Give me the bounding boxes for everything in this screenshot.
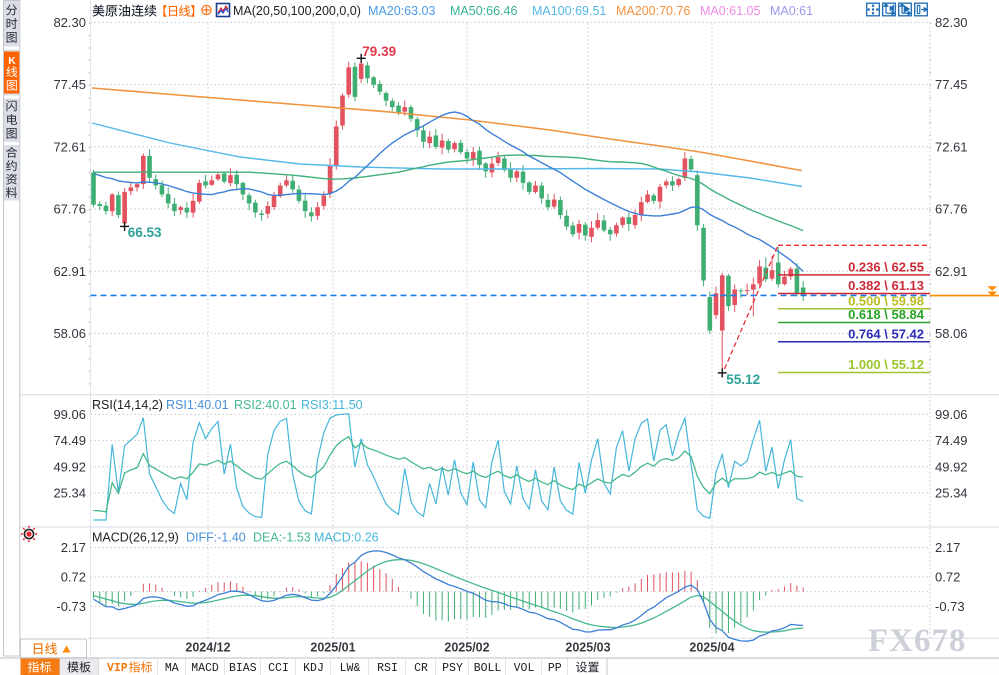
svg-text:FX678: FX678 (868, 623, 967, 659)
svg-text:BIAS: BIAS (229, 662, 257, 675)
svg-text:82.30: 82.30 (53, 15, 86, 30)
svg-text:VOL: VOL (514, 662, 535, 675)
svg-text:RSI2:40.01: RSI2:40.01 (234, 398, 297, 412)
svg-text:MA200:70.76: MA200:70.76 (616, 4, 690, 18)
svg-text:0.236 \ 62.55: 0.236 \ 62.55 (848, 259, 924, 274)
svg-text:KDJ: KDJ (303, 662, 324, 675)
svg-text:MA100:69.51: MA100:69.51 (532, 4, 606, 18)
svg-text:58.06: 58.06 (53, 326, 86, 341)
svg-text:0.72: 0.72 (61, 570, 86, 585)
svg-text:62.91: 62.91 (935, 264, 968, 279)
svg-text:DEA:-1.53: DEA:-1.53 (253, 531, 311, 545)
svg-text:72.61: 72.61 (935, 139, 968, 154)
svg-text:MA50:66.46: MA50:66.46 (450, 4, 517, 18)
svg-text:0.618 \ 58.84: 0.618 \ 58.84 (848, 307, 925, 322)
svg-text:MACD: MACD (191, 662, 219, 675)
svg-text:67.76: 67.76 (53, 202, 86, 217)
svg-text:25.34: 25.34 (53, 486, 86, 501)
svg-text:MA(20,50,100,200,0,0): MA(20,50,100,200,0,0) (233, 4, 361, 18)
svg-text:RSI: RSI (377, 662, 398, 675)
svg-text:DIFF:-1.40: DIFF:-1.40 (186, 531, 246, 545)
svg-text:MACD(26,12,9): MACD(26,12,9) (92, 531, 179, 545)
svg-text:CR: CR (414, 662, 428, 675)
svg-text:0.72: 0.72 (935, 570, 960, 585)
svg-text:2025/04: 2025/04 (689, 641, 734, 655)
svg-text:LW&: LW& (340, 662, 361, 675)
svg-text:1.000 \ 55.12: 1.000 \ 55.12 (848, 357, 924, 372)
svg-text:25.34: 25.34 (935, 486, 968, 501)
svg-text:82.30: 82.30 (935, 15, 968, 30)
svg-text:0.382 \ 61.13: 0.382 \ 61.13 (848, 278, 924, 293)
svg-text:MA: MA (165, 662, 179, 675)
svg-text:PP: PP (548, 662, 562, 675)
svg-text:MACD:0.26: MACD:0.26 (314, 531, 379, 545)
svg-text:2.17: 2.17 (935, 540, 960, 555)
svg-text:72.61: 72.61 (53, 139, 86, 154)
svg-text:RSI(14,14,2): RSI(14,14,2) (92, 398, 163, 412)
svg-text:55.12: 55.12 (726, 372, 760, 387)
svg-text:49.92: 49.92 (935, 459, 968, 474)
svg-text:99.06: 99.06 (53, 407, 86, 422)
svg-text:K: K (8, 55, 16, 67)
svg-text:58.06: 58.06 (935, 326, 968, 341)
svg-text:2025/02: 2025/02 (444, 641, 489, 655)
svg-text:RSI1:40.01: RSI1:40.01 (166, 398, 229, 412)
svg-text:99.06: 99.06 (935, 407, 968, 422)
svg-text:RSI3:11.50: RSI3:11.50 (301, 398, 363, 412)
svg-text:-0.73: -0.73 (56, 599, 86, 614)
svg-text:2.17: 2.17 (61, 540, 86, 555)
svg-text:MA20:63.03: MA20:63.03 (368, 4, 435, 18)
svg-text:0.764 \ 57.42: 0.764 \ 57.42 (848, 326, 924, 341)
svg-text:2024/12: 2024/12 (185, 641, 230, 655)
svg-text:2025/01: 2025/01 (310, 641, 355, 655)
svg-text:77.45: 77.45 (53, 77, 86, 92)
svg-text:62.91: 62.91 (53, 264, 86, 279)
svg-text:74.49: 74.49 (935, 433, 968, 448)
svg-text:CCI: CCI (268, 662, 289, 675)
svg-text:67.76: 67.76 (935, 202, 968, 217)
svg-text:49.92: 49.92 (53, 459, 86, 474)
svg-text:66.53: 66.53 (128, 225, 162, 240)
svg-text:-0.73: -0.73 (935, 599, 965, 614)
svg-text:77.45: 77.45 (935, 77, 968, 92)
svg-text:MA0:61.05: MA0:61.05 (700, 4, 761, 18)
svg-text:0.500 \ 59.98: 0.500 \ 59.98 (848, 293, 924, 308)
svg-text:MA0:61: MA0:61 (770, 4, 813, 18)
svg-text:2025/03: 2025/03 (565, 641, 610, 655)
svg-text:79.39: 79.39 (362, 44, 396, 59)
svg-text:74.49: 74.49 (53, 433, 86, 448)
svg-text:BOLL: BOLL (474, 662, 502, 675)
svg-text:VIP: VIP (107, 662, 128, 675)
svg-text:PSY: PSY (442, 662, 463, 675)
